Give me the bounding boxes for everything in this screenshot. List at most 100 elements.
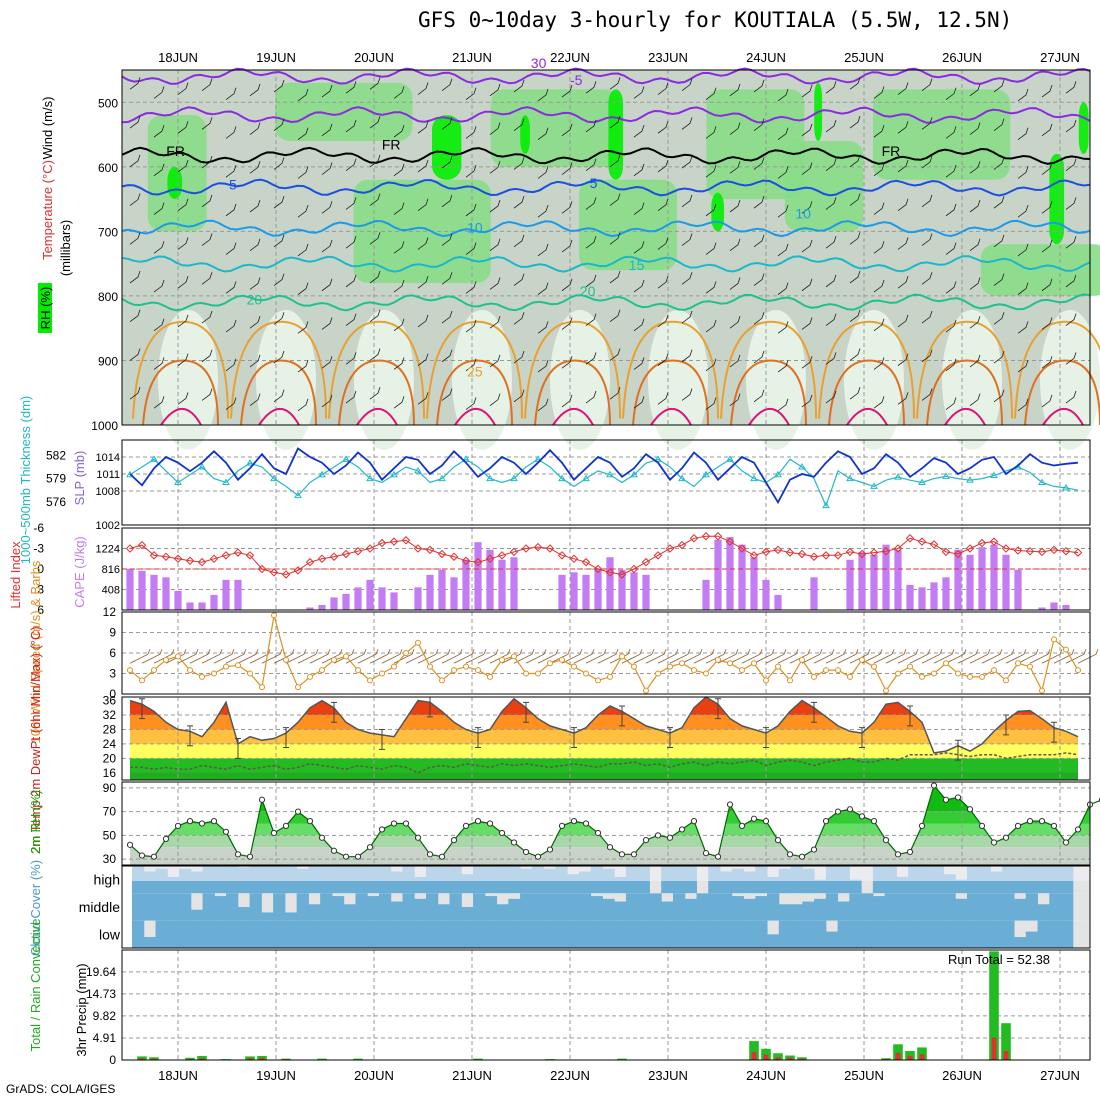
lifted-index-marker <box>929 540 939 549</box>
thickness-marker <box>942 472 950 479</box>
precip-legend: Total / Rain Convective <box>28 919 43 1052</box>
wind-barb <box>921 78 933 91</box>
lifted-index-marker <box>365 544 375 553</box>
wind-speed-marker <box>859 656 865 663</box>
wind-barb <box>873 357 885 370</box>
wind-barb <box>129 348 141 361</box>
thickness-marker <box>510 474 518 482</box>
wind-barb <box>873 318 885 332</box>
wind-barb <box>489 161 501 174</box>
rh2m-marker <box>750 815 758 822</box>
wind-barb <box>945 319 957 333</box>
rh2m-marker <box>498 829 506 837</box>
cloud-bar-middle <box>531 893 545 921</box>
cloud-bar-low <box>743 920 756 948</box>
rh2m-marker <box>390 820 398 827</box>
wind-speed-marker <box>235 662 241 669</box>
lifted-index-marker <box>821 551 831 560</box>
rh2m-marker <box>690 818 698 825</box>
wind-barb-10m <box>141 649 163 664</box>
cloud-bar-middle <box>931 893 944 921</box>
wind-speed-marker <box>751 660 757 667</box>
lifted-index-marker <box>401 536 411 545</box>
rh2m-marker <box>1026 818 1034 825</box>
slp-ylabel: SLP (mb) <box>72 451 87 506</box>
wind-speed-marker <box>391 663 397 670</box>
cloud-bar-low <box>1049 920 1062 948</box>
wind-barb <box>945 87 957 101</box>
cape-bar <box>306 607 314 610</box>
wind-barb <box>465 203 477 217</box>
lifted-index-marker <box>941 547 951 557</box>
cape-bar <box>366 579 374 610</box>
wind-barb-10m <box>753 649 775 664</box>
cloud-bar-middle <box>543 893 556 921</box>
lifted-index-marker <box>497 551 507 560</box>
wind-barb <box>417 392 429 405</box>
cloud-bar-middle <box>331 896 345 921</box>
precip-convective-bar <box>139 1058 145 1060</box>
wind-barb <box>1041 123 1053 137</box>
cloud-bar-low <box>143 937 157 948</box>
wind-barb <box>921 310 933 324</box>
date-label-top: 23JUN <box>648 50 688 65</box>
wind-barb <box>705 358 717 372</box>
pressure-tick: 700 <box>98 225 118 239</box>
lifted-index-marker <box>1073 548 1083 557</box>
wind-barb <box>657 159 669 173</box>
wind-speed-marker <box>523 670 529 677</box>
wind-barb <box>801 123 813 137</box>
wind-barb <box>369 77 381 90</box>
wind-barb <box>633 318 645 332</box>
precip-total-bar <box>761 1048 771 1060</box>
cloud-bar-middle <box>943 893 956 921</box>
cloud-bar-low <box>672 920 686 948</box>
rh2m-marker <box>306 818 314 825</box>
lifted-index-marker <box>197 557 207 567</box>
cloud-bar-low <box>931 920 944 948</box>
wind-barb <box>297 205 309 218</box>
wind-barb <box>729 316 741 329</box>
cloud-bar-middle <box>520 893 533 921</box>
cloud-bar-low <box>908 920 921 948</box>
wind-barb <box>705 281 717 294</box>
rh-dry-cell <box>550 309 610 450</box>
cloud-bar-low <box>578 920 592 948</box>
cape-bar <box>990 544 998 610</box>
lifted-index-marker <box>1025 546 1035 556</box>
cloud-bar-middle <box>708 893 721 921</box>
wind-barb <box>513 118 525 131</box>
wind-barb <box>513 273 525 286</box>
wind-barb <box>753 350 765 364</box>
wind-barb <box>609 348 621 361</box>
upper-air-ylabel: (millibars) <box>58 220 73 276</box>
wind-speed-marker <box>823 667 829 674</box>
wind-barb <box>681 194 693 208</box>
cloud-bar-low <box>661 920 674 948</box>
wind-barb <box>489 354 501 368</box>
cloud-bar-low <box>496 920 509 948</box>
wind-barb <box>777 127 789 141</box>
temperature-band-base <box>130 772 1078 780</box>
wind-barb <box>753 389 765 403</box>
upper-air-panel <box>121 69 1091 426</box>
wind-barb <box>129 387 141 400</box>
wind-barb <box>801 317 813 330</box>
wind-barb <box>249 354 261 368</box>
wind-barb <box>225 242 237 255</box>
cloud-bar-low <box>402 920 415 948</box>
rh2m-marker <box>486 820 494 827</box>
cloud-bar-low <box>520 920 533 948</box>
wind-barb-10m <box>1017 649 1039 664</box>
minmax-errorbar <box>955 739 961 761</box>
thickness-marker <box>726 455 734 462</box>
lifted-tick: -3 <box>33 542 44 556</box>
wind-barb <box>489 316 501 329</box>
wind-barb <box>1065 274 1077 288</box>
cloud-bar-middle <box>167 893 180 921</box>
wind-barb <box>537 127 549 141</box>
wind-speed-marker <box>511 653 517 660</box>
cloud-bar-middle <box>190 909 204 921</box>
wind-barb <box>1017 398 1029 412</box>
thickness-marker <box>462 455 470 462</box>
